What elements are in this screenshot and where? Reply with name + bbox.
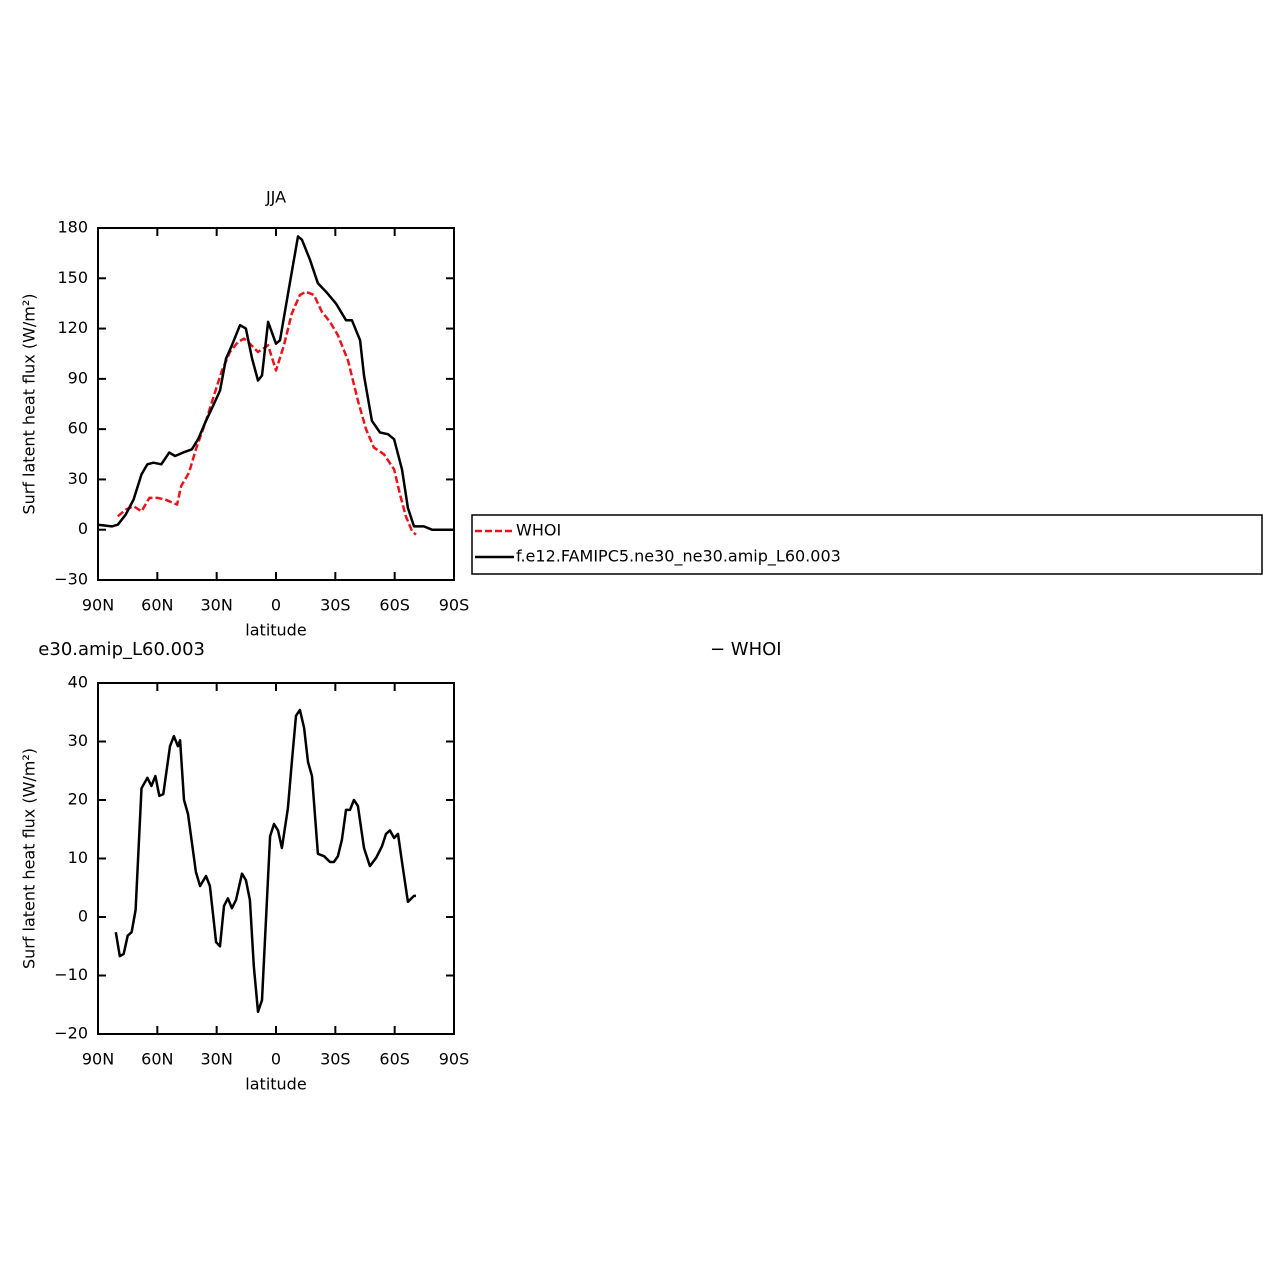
x-tick-label: 90N	[82, 596, 114, 615]
y-tick-label: −30	[54, 570, 88, 589]
legend-box	[471, 514, 1263, 575]
y-tick-label: 0	[78, 519, 88, 538]
plot-frame	[97, 227, 455, 581]
x-tick-label: 30N	[201, 1050, 233, 1069]
chart-title: JJA	[265, 188, 286, 207]
x-tick-label: 30S	[320, 1050, 351, 1069]
y-tick-label: 40	[68, 673, 88, 692]
x-tick-label: 60N	[141, 596, 173, 615]
y-axis-label: Surf latent heat flux (W/m²)	[20, 748, 39, 969]
x-tick-label: 30N	[201, 596, 233, 615]
y-tick-label: 0	[78, 907, 88, 926]
x-tick-label: 0	[271, 1050, 281, 1069]
x-tick-label: 90N	[82, 1050, 114, 1069]
y-tick-label: −20	[54, 1024, 88, 1043]
y-tick-label: 10	[68, 848, 88, 867]
y-tick-label: 180	[57, 218, 88, 237]
x-tick-label: 60N	[141, 1050, 173, 1069]
data-line	[116, 290, 417, 536]
y-tick-label: 90	[68, 368, 88, 387]
chart-title: − WHOI	[710, 639, 782, 660]
x-tick-label: 60S	[379, 596, 410, 615]
y-tick-label: 60	[68, 419, 88, 438]
y-tick-label: 120	[57, 318, 88, 337]
plot-frame	[97, 682, 455, 1035]
x-tick-label: 30S	[320, 596, 351, 615]
x-axis-label: latitude	[245, 621, 306, 640]
y-tick-label: −10	[54, 965, 88, 984]
data-line	[97, 235, 454, 531]
data-line	[114, 708, 416, 1014]
y-tick-label: 30	[68, 731, 88, 750]
x-tick-label: 90S	[439, 1050, 470, 1069]
x-tick-label: 60S	[379, 1050, 410, 1069]
y-tick-label: 30	[68, 469, 88, 488]
x-tick-label: 0	[271, 596, 281, 615]
chart-title: e30.amip_L60.003	[38, 639, 205, 660]
y-tick-label: 20	[68, 790, 88, 809]
x-tick-label: 90S	[439, 596, 470, 615]
y-axis-label: Surf latent heat flux (W/m²)	[20, 293, 39, 514]
y-tick-label: 150	[57, 268, 88, 287]
legend-label: WHOI	[516, 521, 561, 540]
legend-label: f.e12.FAMIPC5.ne30_ne30.amip_L60.003	[516, 547, 841, 567]
x-axis-label: latitude	[245, 1075, 306, 1094]
